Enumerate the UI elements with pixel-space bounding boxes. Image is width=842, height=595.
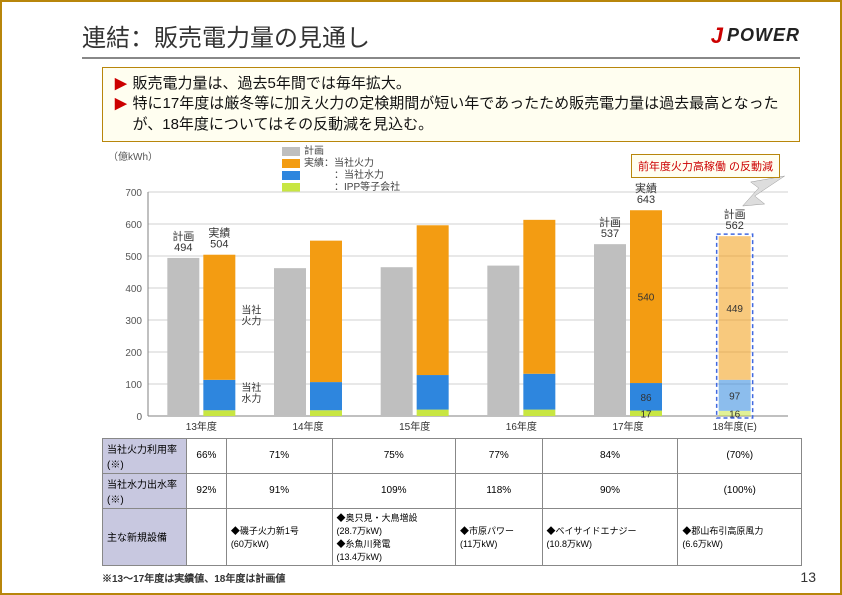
data-table: 当社火力利用率(※)66%71%75%77%84%(70%)当社水力出水率(※)… [102,438,802,566]
svg-text:実績: 実績 [208,225,230,239]
table-cell [187,508,227,565]
table-cell: 84% [542,438,678,473]
svg-text:15年度: 15年度 [399,420,430,433]
table-rowhead: 主な新規設備 [103,508,187,565]
svg-text:200: 200 [125,348,142,359]
table-cell: 75% [332,438,456,473]
bullet-text: 販売電力量は、過去5年間では毎年拡大。 [133,74,411,94]
svg-text:計画: 計画 [172,229,194,243]
svg-text:火力: 火力 [241,314,261,327]
page-number: 13 [800,569,816,585]
bullet-marker-icon: ▶ [115,94,127,135]
svg-text:18年度(E): 18年度(E) [712,420,756,433]
page-title: 連結：販売電力量の見通し [82,18,370,53]
table-row: 主な新規設備 ◆磯子火力新1号 (60万kW)◆奥只見・大鳥増設 (28.7万kW… [103,508,802,565]
table-cell: 71% [226,438,332,473]
svg-text:97: 97 [729,391,741,402]
table-cell: ◆磯子火力新1号 (60万kW) [226,508,332,565]
bar-chart: 010020030040050060070013年度計画494実績504当社火力… [102,146,802,436]
svg-text:86: 86 [640,393,652,404]
svg-text:540: 540 [638,292,655,303]
bullet-marker-icon: ▶ [115,74,127,94]
table-cell: ◆市原パワー (11万kW) [456,508,542,565]
table-cell: 92% [187,473,227,508]
bullet-box: ▶ 販売電力量は、過去5年間では毎年拡大。 ▶ 特に17年度は厳冬等に加え火力の… [102,67,800,142]
svg-text:17年度: 17年度 [612,420,643,433]
svg-text:600: 600 [125,220,142,231]
bullet-item: ▶ 特に17年度は厳冬等に加え火力の定検期間が短い年であったため販売電力量は過去… [115,94,787,135]
page: 連結：販売電力量の見通し J POWER ▶ 販売電力量は、過去5年間では毎年拡… [0,0,842,595]
svg-text:16年度: 16年度 [506,420,537,433]
svg-text:700: 700 [125,188,142,199]
table-cell: ◆郡山布引高原風力 (6.6万kW) [678,508,802,565]
svg-text:562: 562 [725,220,743,232]
svg-text:504: 504 [210,238,228,250]
callout-box: 前年度火力高稼働 の反動減 [631,154,780,178]
svg-text:300: 300 [125,316,142,327]
svg-text:449: 449 [726,304,743,315]
table-row: 当社火力利用率(※)66%71%75%77%84%(70%) [103,438,802,473]
table-cell: (70%) [678,438,802,473]
svg-text:計画: 計画 [599,215,621,229]
svg-text:水力: 水力 [241,392,261,405]
svg-text:実績: 実績 [635,181,657,195]
svg-text:当社: 当社 [241,303,261,316]
svg-text:16: 16 [729,409,741,420]
svg-text:0: 0 [136,412,142,423]
table-cell: (100%) [678,473,802,508]
bullet-item: ▶ 販売電力量は、過去5年間では毎年拡大。 [115,74,787,94]
logo: J POWER [711,23,800,49]
svg-text:500: 500 [125,252,142,263]
table-cell: 109% [332,473,456,508]
table-cell: 118% [456,473,542,508]
table-cell: 90% [542,473,678,508]
svg-text:17: 17 [640,409,652,420]
logo-mark-icon: J [711,23,723,49]
header: 連結：販売電力量の見通し J POWER [2,2,840,57]
svg-text:当社: 当社 [241,381,261,394]
table-cell: 91% [226,473,332,508]
table-row: 当社水力出水率(※)92%91%109%118%90%(100%) [103,473,802,508]
svg-text:14年度: 14年度 [292,420,323,433]
footnote: ※13～17年度は実績値、18年度は計画値 [102,570,840,585]
table-cell: 77% [456,438,542,473]
svg-text:643: 643 [637,194,655,206]
svg-text:537: 537 [601,228,619,240]
table-rowhead: 当社水力出水率(※) [103,473,187,508]
bullet-text: 特に17年度は厳冬等に加え火力の定検期間が短い年であったため販売電力量は過去最高… [133,94,787,135]
table-cell: 66% [187,438,227,473]
svg-text:494: 494 [174,242,192,254]
title-underline [82,57,800,59]
svg-text:13年度: 13年度 [186,420,217,433]
table-rowhead: 当社火力利用率(※) [103,438,187,473]
svg-text:100: 100 [125,380,142,391]
chart-area: （億kWh） 計画実績：当社火力 ：当社水力 ：IPP等子会社 前年度火力高稼働… [102,146,800,436]
logo-text: POWER [727,25,800,46]
table-cell: ◆奥只見・大鳥増設 (28.7万kW) ◆糸魚川発電 (13.4万kW) [332,508,456,565]
data-table-wrap: 当社火力利用率(※)66%71%75%77%84%(70%)当社水力出水率(※)… [102,438,800,566]
table-cell: ◆ベイサイドエナジー (10.8万kW) [542,508,678,565]
svg-text:400: 400 [125,284,142,295]
svg-text:計画: 計画 [724,207,746,221]
